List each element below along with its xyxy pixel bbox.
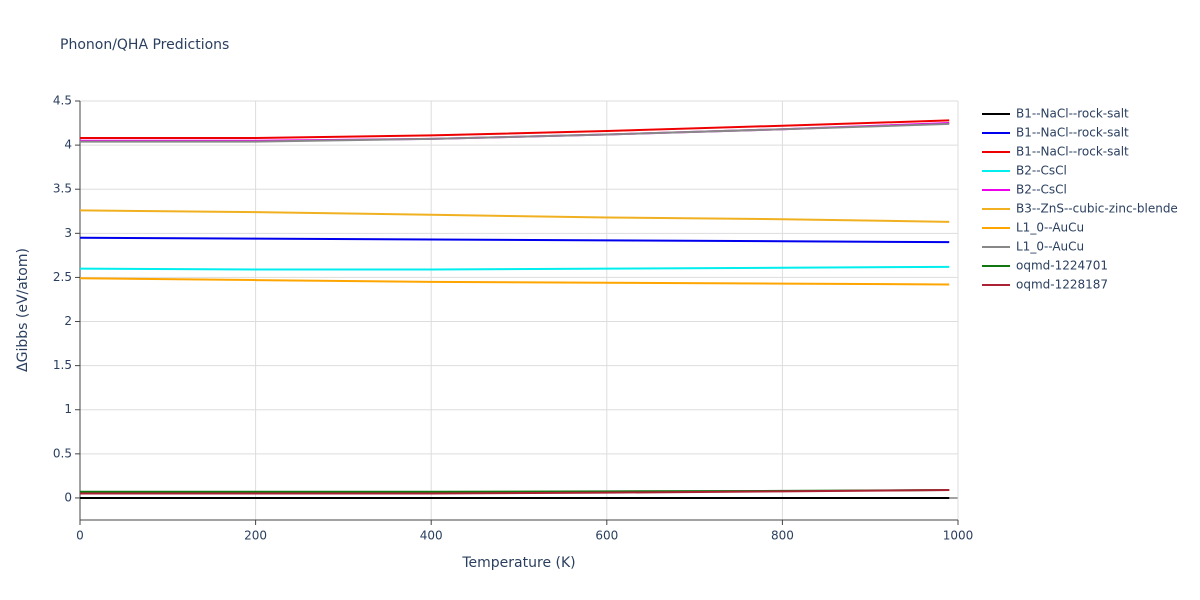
series-line bbox=[79, 236, 950, 244]
legend-label: B1--NaCl--rock-salt bbox=[1016, 107, 1129, 121]
x-tick-label: 800 bbox=[771, 529, 794, 543]
y-axis-title: ΔGibbs (eV/atom) bbox=[15, 248, 31, 372]
y-tick-label: 3 bbox=[64, 226, 72, 240]
series-line bbox=[79, 265, 950, 271]
legend-label: B2--CsCl bbox=[1016, 183, 1067, 197]
legend-label: oqmd-1224701 bbox=[1016, 259, 1108, 273]
x-axis-title: Temperature (K) bbox=[461, 555, 575, 571]
legend-label: oqmd-1228187 bbox=[1016, 278, 1108, 292]
legend-label: B2--CsCl bbox=[1016, 164, 1067, 178]
y-tick-label: 2.5 bbox=[53, 270, 72, 284]
series-line bbox=[80, 489, 950, 495]
legend-label: L1_0--AuCu bbox=[1016, 221, 1084, 235]
y-tick-label: 4.5 bbox=[53, 94, 72, 108]
x-tick-label: 200 bbox=[244, 529, 267, 543]
x-tick-label: 1000 bbox=[943, 529, 974, 543]
y-tick-label: 0.5 bbox=[53, 446, 72, 460]
legend-label: L1_0--AuCu bbox=[1016, 240, 1084, 254]
x-tick-label: 600 bbox=[595, 529, 618, 543]
y-tick-label: 3.5 bbox=[53, 182, 72, 196]
y-tick-label: 1.5 bbox=[53, 358, 72, 372]
legend-label: B1--NaCl--rock-salt bbox=[1016, 145, 1129, 159]
series-line bbox=[80, 119, 950, 140]
y-tick-label: 4 bbox=[64, 138, 72, 152]
chart-title: Phonon/QHA Predictions bbox=[60, 37, 229, 53]
y-tick-label: 0 bbox=[64, 490, 72, 504]
x-tick-label: 400 bbox=[420, 529, 443, 543]
series-line bbox=[80, 122, 950, 143]
series-line bbox=[79, 209, 950, 223]
legend-label: B3--ZnS--cubic-zinc-blende bbox=[1016, 202, 1178, 216]
legend-label: B1--NaCl--rock-salt bbox=[1016, 126, 1129, 140]
x-tick-label: 0 bbox=[76, 529, 84, 543]
series-line bbox=[79, 277, 950, 286]
y-tick-label: 1 bbox=[64, 402, 72, 416]
y-tick-label: 2 bbox=[64, 314, 72, 328]
